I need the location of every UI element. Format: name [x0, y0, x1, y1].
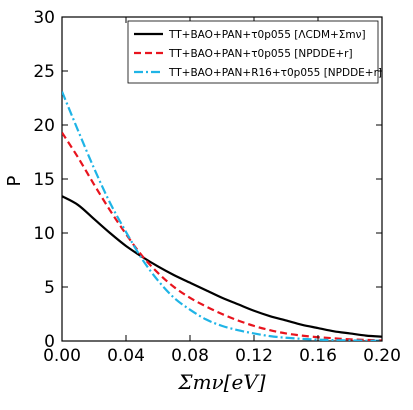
y-tick-label: 20: [33, 116, 55, 136]
y-tick-label: 25: [33, 62, 55, 82]
legend-box: [127, 20, 379, 84]
y-tick-label: 30: [33, 8, 55, 28]
x-axis-label: Σmν[eV]: [177, 370, 265, 394]
y-axis: 0 5 10 15 20 25 30: [33, 8, 382, 352]
legend-label: TT+BAO+PAN+R16+τ0p055 [NPDDE+r]: [168, 67, 382, 79]
y-axis-label: P: [4, 175, 25, 186]
series-line-2: [62, 131, 382, 341]
x-tick-label: 0.16: [299, 346, 337, 366]
legend: TT+BAO+PAN+τ0p055 [ΛCDM+Σmν] TT+BAO+PAN+τ…: [127, 20, 382, 84]
series-line-1: [62, 195, 382, 338]
y-tick-label: 10: [33, 224, 55, 244]
y-tick-label: 15: [33, 170, 55, 190]
y-tick-label: 0: [44, 332, 55, 352]
series-lines: [62, 91, 382, 341]
legend-label: TT+BAO+PAN+τ0p055 [ΛCDM+Σmν]: [168, 29, 366, 41]
x-tick-label: 0.12: [235, 346, 273, 366]
x-tick-label: 0.00: [43, 346, 81, 366]
x-tick-label: 0.04: [107, 346, 145, 366]
y-tick-label: 5: [44, 278, 55, 298]
x-tick-label: 0.20: [363, 346, 401, 366]
x-tick-label: 0.08: [171, 346, 209, 366]
legend-label: TT+BAO+PAN+τ0p055 [NPDDE+r]: [168, 48, 353, 60]
x-axis: 0.00 0.04 0.08 0.12 0.16 0.20: [43, 17, 401, 366]
series-line-3: [62, 91, 382, 341]
